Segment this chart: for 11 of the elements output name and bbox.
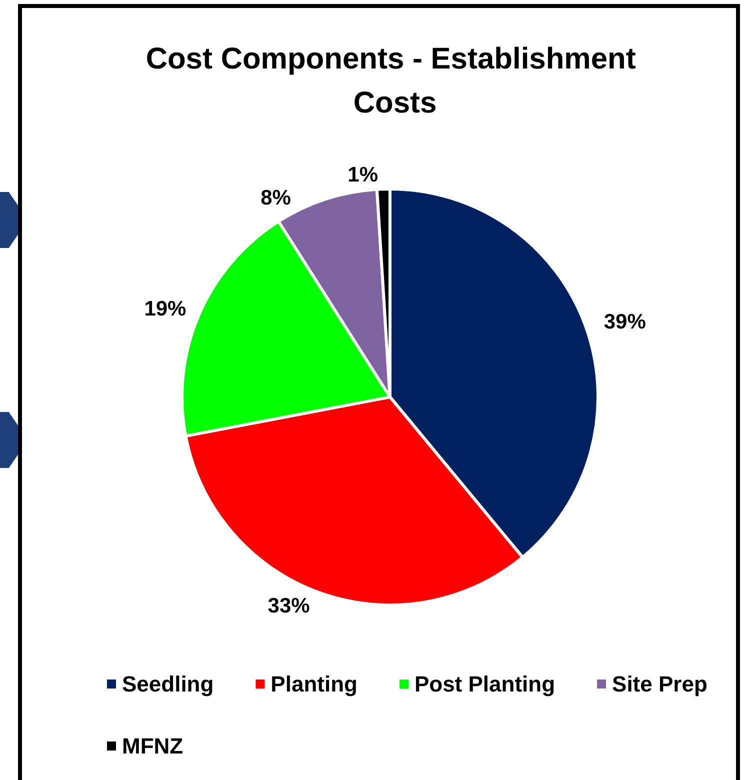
data-label: 19%	[144, 297, 187, 320]
data-label: 39%	[604, 310, 646, 334]
legend-label: MFNZ	[122, 734, 184, 758]
legend-label: Post Planting	[414, 672, 556, 696]
legend-label: Seedling	[122, 672, 214, 696]
data-label: 33%	[268, 594, 310, 618]
chart-title: Cost Components - Establishment Costs	[146, 42, 644, 120]
data-label: 8%	[260, 186, 292, 210]
legend-label: Site Prep	[612, 672, 708, 696]
data-label: 1%	[348, 164, 378, 187]
legend-label: Planting	[270, 672, 358, 696]
